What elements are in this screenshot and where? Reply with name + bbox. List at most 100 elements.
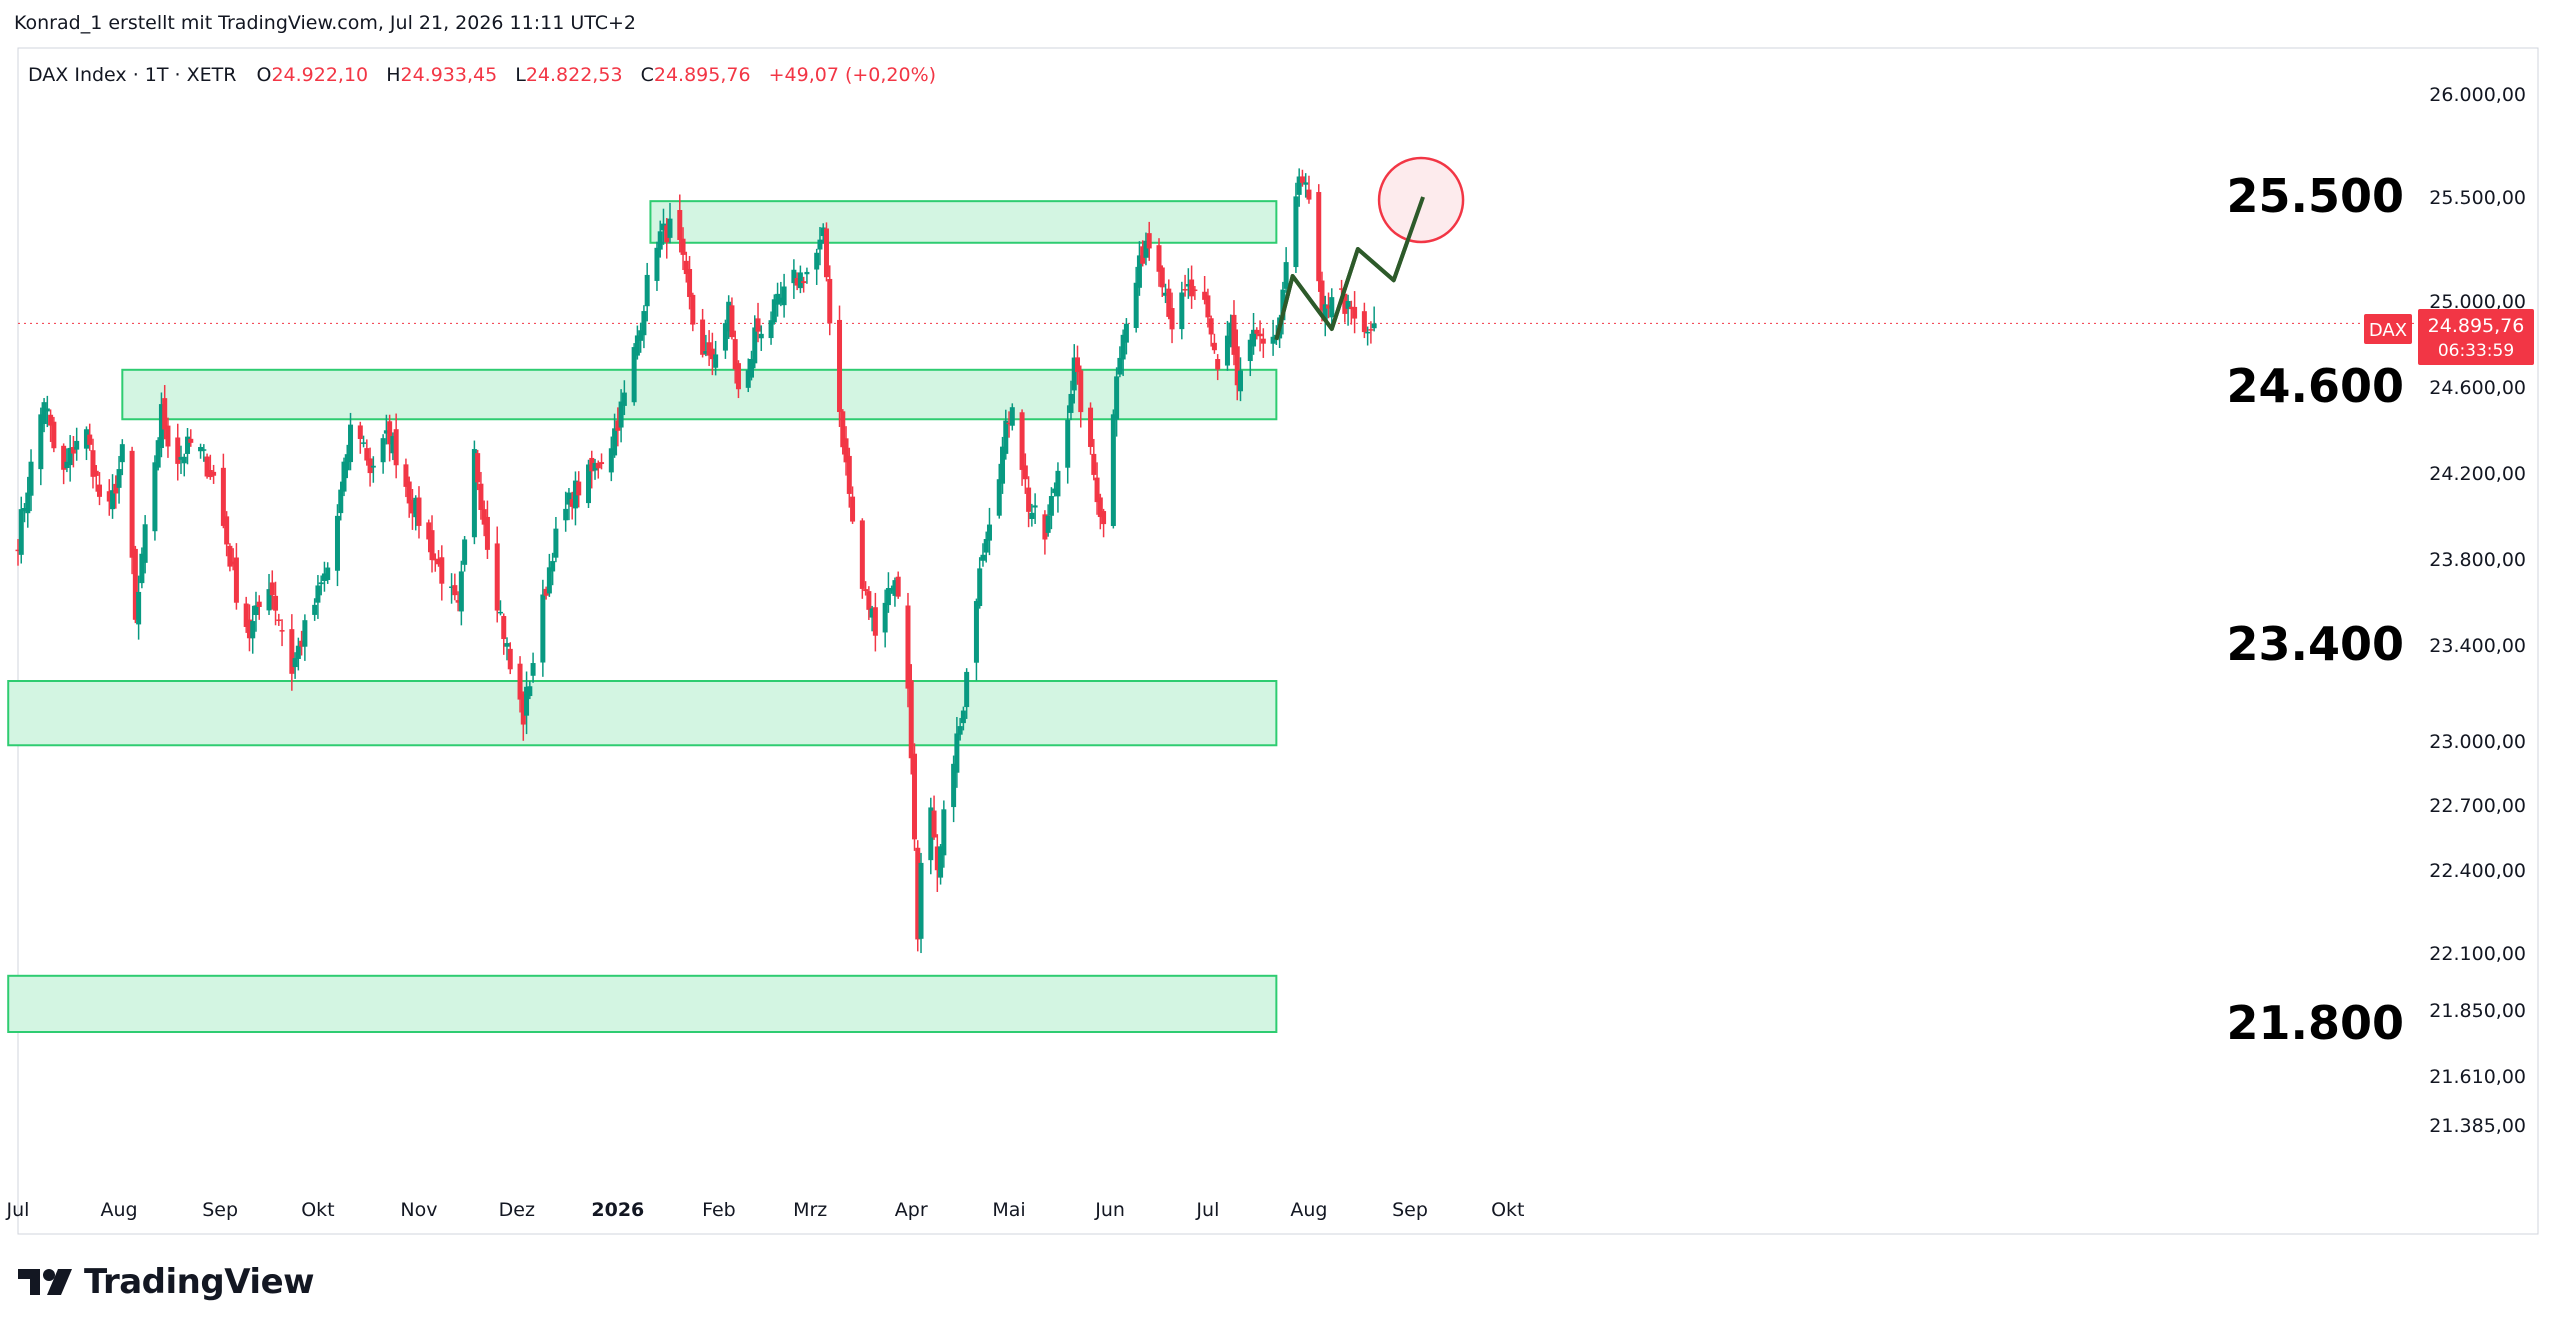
candle-body xyxy=(501,616,507,640)
candle-body xyxy=(175,437,181,464)
candle-body xyxy=(1075,357,1080,373)
legend-open: 24.922,10 xyxy=(271,64,368,86)
candle-body xyxy=(338,489,344,514)
candle-body xyxy=(801,281,807,284)
zone-box xyxy=(649,200,1278,244)
candle-body xyxy=(980,554,986,561)
candle-body xyxy=(83,429,89,449)
candle-body xyxy=(1146,233,1152,249)
candle-body xyxy=(592,462,598,471)
candle-body xyxy=(276,619,282,622)
projection-path xyxy=(1274,156,1465,341)
candle-body xyxy=(657,231,663,250)
candle-body xyxy=(1185,284,1191,287)
candle-body xyxy=(224,516,230,545)
candle-body xyxy=(885,588,891,606)
candle-body xyxy=(964,671,970,708)
candle-body xyxy=(302,620,308,647)
candle-body xyxy=(986,524,992,541)
candle-body xyxy=(341,461,347,492)
candle-body xyxy=(41,402,47,425)
candle-body xyxy=(87,434,93,445)
candle-body xyxy=(768,320,774,339)
x-tick-label: Dez xyxy=(499,1199,535,1221)
candle-body xyxy=(683,260,689,275)
candle-body xyxy=(1211,342,1217,351)
candle-body xyxy=(22,508,28,512)
candle-body xyxy=(67,447,73,466)
candle-body xyxy=(820,227,826,237)
legend-change: +49,07 (+0,20%) xyxy=(769,64,936,86)
candle-body xyxy=(938,846,944,878)
candle-body xyxy=(612,428,618,456)
candle-body xyxy=(840,411,846,448)
time-axis[interactable]: Jul Aug Sep Okt Nov Dez 2026 Feb Mrz Apr Mai Jun Jul… xyxy=(6,1199,1525,1221)
candle-body xyxy=(204,456,210,477)
zone-box xyxy=(7,974,1278,1033)
candle-body xyxy=(954,733,960,773)
candle-body xyxy=(51,421,57,449)
x-tick-label: Aug xyxy=(1290,1199,1327,1221)
candle-body xyxy=(1003,420,1009,454)
x-tick-label: Sep xyxy=(1392,1199,1428,1221)
candle-body xyxy=(709,348,715,360)
candle-body xyxy=(517,663,523,700)
candle-body xyxy=(207,470,213,478)
candle-body xyxy=(344,454,350,471)
candle-body xyxy=(90,450,96,477)
candle-body xyxy=(484,516,490,550)
x-tick-label: Mai xyxy=(992,1199,1025,1221)
legend-low: 24.822,53 xyxy=(526,64,623,86)
candle-body xyxy=(334,515,340,571)
candle-body xyxy=(524,686,530,716)
candle-body xyxy=(729,305,735,338)
candle-body xyxy=(1231,314,1237,355)
candle-body xyxy=(550,561,556,572)
y-tick-label: 24.200,00 xyxy=(2429,463,2526,485)
candle-body xyxy=(1228,322,1234,345)
candle-body xyxy=(1048,496,1054,516)
candle-body xyxy=(618,401,624,428)
x-tick-label: Okt xyxy=(1491,1199,1524,1221)
candle-body xyxy=(1029,512,1035,519)
candle-body xyxy=(478,483,484,510)
candle-body xyxy=(370,465,376,468)
candle-body xyxy=(312,604,318,615)
candle-body xyxy=(93,470,99,476)
legend-low-label: L xyxy=(515,64,526,86)
x-tick-label: Jun xyxy=(1094,1199,1125,1221)
candle-body xyxy=(185,436,191,454)
candle-body xyxy=(1348,306,1354,310)
x-tick-label: Jul xyxy=(6,1199,30,1221)
candle-body xyxy=(266,589,272,611)
candle-body xyxy=(1065,419,1071,468)
plot-frame xyxy=(17,47,2539,1235)
price-axis[interactable]: 26.000,00 25.500,00 25.000,00 24.600,00 24.2… xyxy=(2429,84,2526,1137)
candle-body xyxy=(700,319,706,355)
candle-body xyxy=(644,274,650,307)
candle-body xyxy=(621,392,627,406)
candle-body xyxy=(250,621,256,639)
candle-body xyxy=(641,311,647,336)
tradingview-logo[interactable]: TradingView xyxy=(18,1262,315,1302)
candle-body xyxy=(155,440,161,468)
candle-body xyxy=(116,469,122,488)
candle-body xyxy=(1326,305,1332,309)
y-tick-label: 23.400,00 xyxy=(2429,635,2526,657)
candle-body xyxy=(475,453,481,483)
candle-body xyxy=(1296,176,1302,195)
candle-body xyxy=(1306,189,1312,200)
candle-body xyxy=(113,483,119,494)
y-tick-label: 23.000,00 xyxy=(2429,731,2526,753)
candle-body xyxy=(497,611,503,614)
y-tick-label: 24.600,00 xyxy=(2429,377,2526,399)
candle-body xyxy=(315,585,321,603)
y-tick-label: 21.850,00 xyxy=(2429,1000,2526,1022)
candle-body xyxy=(299,640,305,647)
y-tick-label: 26.000,00 xyxy=(2429,84,2526,106)
candle-body xyxy=(1006,422,1012,425)
candle-body xyxy=(188,438,194,443)
candle-body xyxy=(843,438,849,463)
candle-body xyxy=(634,335,640,356)
